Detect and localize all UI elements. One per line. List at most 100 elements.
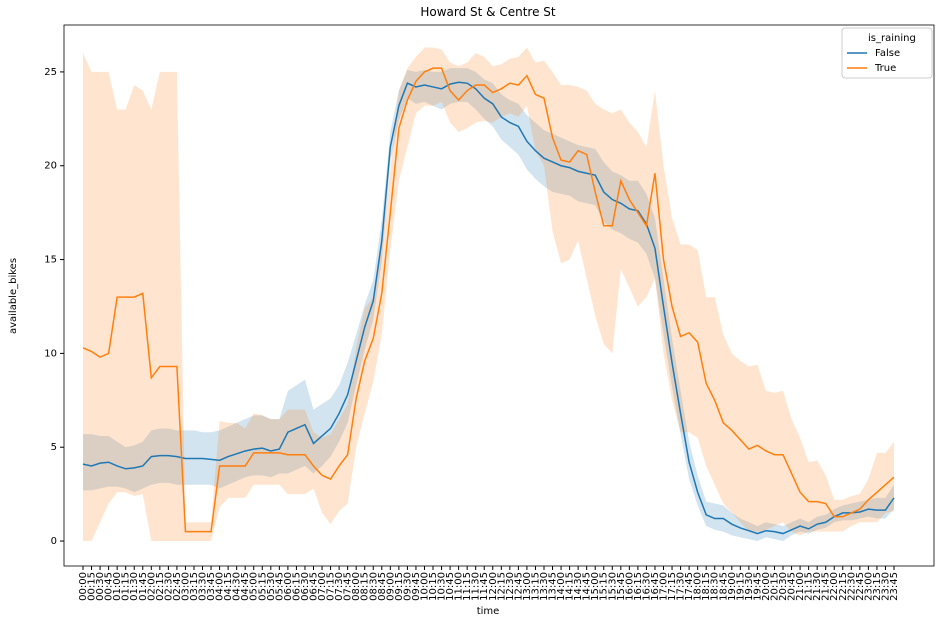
x-tick-label: 00:45 bbox=[104, 572, 115, 601]
x-tick-label: 05:00 bbox=[249, 572, 260, 601]
y-tick-label: 25 bbox=[44, 67, 57, 78]
x-tick-label: 10:45 bbox=[445, 572, 456, 601]
x-tick-label: 14:00 bbox=[556, 572, 567, 601]
x-tick-label: 18:45 bbox=[718, 572, 729, 601]
x-tick-label: 13:15 bbox=[530, 572, 541, 601]
x-tick-label: 16:45 bbox=[650, 572, 661, 601]
x-tick-label: 08:00 bbox=[351, 572, 362, 601]
plot-area bbox=[82, 47, 895, 542]
x-tick-label: 02:00 bbox=[146, 572, 157, 601]
x-tick-label: 20:45 bbox=[787, 572, 798, 601]
legend-label: False bbox=[875, 48, 900, 59]
x-tick-label: 12:30 bbox=[505, 572, 516, 601]
x-tick-label: 19:30 bbox=[744, 572, 755, 601]
legend: is_raining False True bbox=[841, 27, 933, 79]
x-tick-label: 13:30 bbox=[539, 572, 550, 601]
x-tick-label: 12:15 bbox=[496, 572, 507, 601]
x-tick-label: 08:15 bbox=[360, 572, 371, 601]
x-tick-label: 14:45 bbox=[582, 572, 593, 601]
y-tick-label: 0 bbox=[51, 536, 57, 547]
y-tick-label: 10 bbox=[44, 348, 57, 359]
x-tick-label: 08:45 bbox=[377, 572, 388, 601]
x-tick-label: 02:30 bbox=[163, 572, 174, 601]
x-tick-label: 09:45 bbox=[411, 572, 422, 601]
x-tick-label: 17:45 bbox=[684, 572, 695, 601]
x-tick-label: 23:45 bbox=[889, 572, 900, 601]
x-tick-label: 19:45 bbox=[752, 572, 763, 601]
x-tick-label: 22:45 bbox=[855, 572, 866, 601]
x-tick-label: 09:30 bbox=[402, 572, 413, 601]
x-tick-label: 21:00 bbox=[795, 572, 806, 601]
x-tick-label: 05:30 bbox=[266, 572, 277, 601]
x-tick-label: 07:30 bbox=[334, 572, 345, 601]
x-tick-label: 08:30 bbox=[368, 572, 379, 601]
y-tick-label: 5 bbox=[51, 442, 57, 453]
confidence-band bbox=[83, 68, 894, 542]
x-tick-label: 01:00 bbox=[112, 572, 123, 601]
x-tick-label: 04:45 bbox=[240, 572, 251, 601]
x-tick-label: 18:30 bbox=[710, 572, 721, 601]
x-tick-label: 15:30 bbox=[607, 572, 618, 601]
x-tick-label: 12:45 bbox=[513, 572, 524, 601]
x-tick-label: 22:30 bbox=[846, 572, 857, 601]
x-tick-label: 05:45 bbox=[274, 572, 285, 601]
x-tick-label: 20:00 bbox=[761, 572, 772, 601]
x-tick-label: 07:45 bbox=[343, 572, 354, 601]
x-tick-label: 03:45 bbox=[206, 572, 217, 601]
y-tick-label: 15 bbox=[44, 255, 57, 266]
x-tick-label: 20:15 bbox=[769, 572, 780, 601]
x-tick-label: 14:30 bbox=[573, 572, 584, 601]
x-tick-label: 11:00 bbox=[454, 572, 465, 601]
x-tick-label: 00:00 bbox=[78, 572, 89, 601]
x-tick-label: 06:30 bbox=[300, 572, 311, 601]
x-tick-label: 10:00 bbox=[419, 572, 430, 601]
x-tick-label: 15:45 bbox=[616, 572, 627, 601]
x-tick-label: 10:15 bbox=[428, 572, 439, 601]
x-tick-label: 22:15 bbox=[838, 572, 849, 601]
x-tick-label: 17:00 bbox=[659, 572, 670, 601]
series-line bbox=[82, 67, 895, 533]
x-tick-label: 14:15 bbox=[565, 572, 576, 601]
x-tick-label: 01:30 bbox=[129, 572, 140, 601]
x-tick-label: 02:45 bbox=[172, 572, 183, 601]
x-tick-label: 04:00 bbox=[215, 572, 226, 601]
x-tick-label: 03:00 bbox=[180, 572, 191, 601]
series-line bbox=[82, 81, 895, 535]
x-tick-label: 06:45 bbox=[308, 572, 319, 601]
chart-title: Howard St & Centre St bbox=[420, 5, 556, 19]
x-tick-label: 06:00 bbox=[283, 572, 294, 601]
x-tick-label: 23:30 bbox=[880, 572, 891, 601]
x-tick-label: 10:30 bbox=[437, 572, 448, 601]
x-tick-label: 11:45 bbox=[479, 572, 490, 601]
y-tick-label: 20 bbox=[44, 161, 57, 172]
x-tick-label: 04:30 bbox=[232, 572, 243, 601]
x-tick-label: 13:45 bbox=[548, 572, 559, 601]
x-tick-label: 21:15 bbox=[804, 572, 815, 601]
x-tick-label: 07:00 bbox=[317, 572, 328, 601]
x-tick-label: 19:00 bbox=[727, 572, 738, 601]
x-tick-label: 20:30 bbox=[778, 572, 789, 601]
legend-box bbox=[841, 27, 933, 79]
x-tick-label: 13:00 bbox=[522, 572, 533, 601]
x-tick-label: 15:15 bbox=[599, 572, 610, 601]
legend-title: is_raining bbox=[868, 33, 916, 44]
x-tick-label: 11:30 bbox=[471, 572, 482, 601]
x-tick-label: 00:30 bbox=[95, 572, 106, 601]
x-axis-label: time bbox=[477, 606, 500, 617]
x-tick-label: 09:00 bbox=[385, 572, 396, 601]
x-tick-label: 12:00 bbox=[488, 572, 499, 601]
x-tick-label: 17:15 bbox=[667, 572, 678, 601]
x-tick-label: 06:15 bbox=[291, 572, 302, 601]
x-tick-label: 15:00 bbox=[590, 572, 601, 601]
x-tick-label: 18:00 bbox=[693, 572, 704, 601]
x-tick-label: 05:15 bbox=[257, 572, 268, 601]
x-tick-label: 02:15 bbox=[155, 572, 166, 601]
x-tick-label: 11:15 bbox=[462, 572, 473, 601]
x-tick-label: 01:15 bbox=[121, 572, 132, 601]
x-tick-label: 23:15 bbox=[872, 572, 883, 601]
x-tick-label: 23:00 bbox=[863, 572, 874, 601]
x-tick-label: 09:15 bbox=[394, 572, 405, 601]
y-axis-label: available_bikes bbox=[8, 258, 19, 334]
